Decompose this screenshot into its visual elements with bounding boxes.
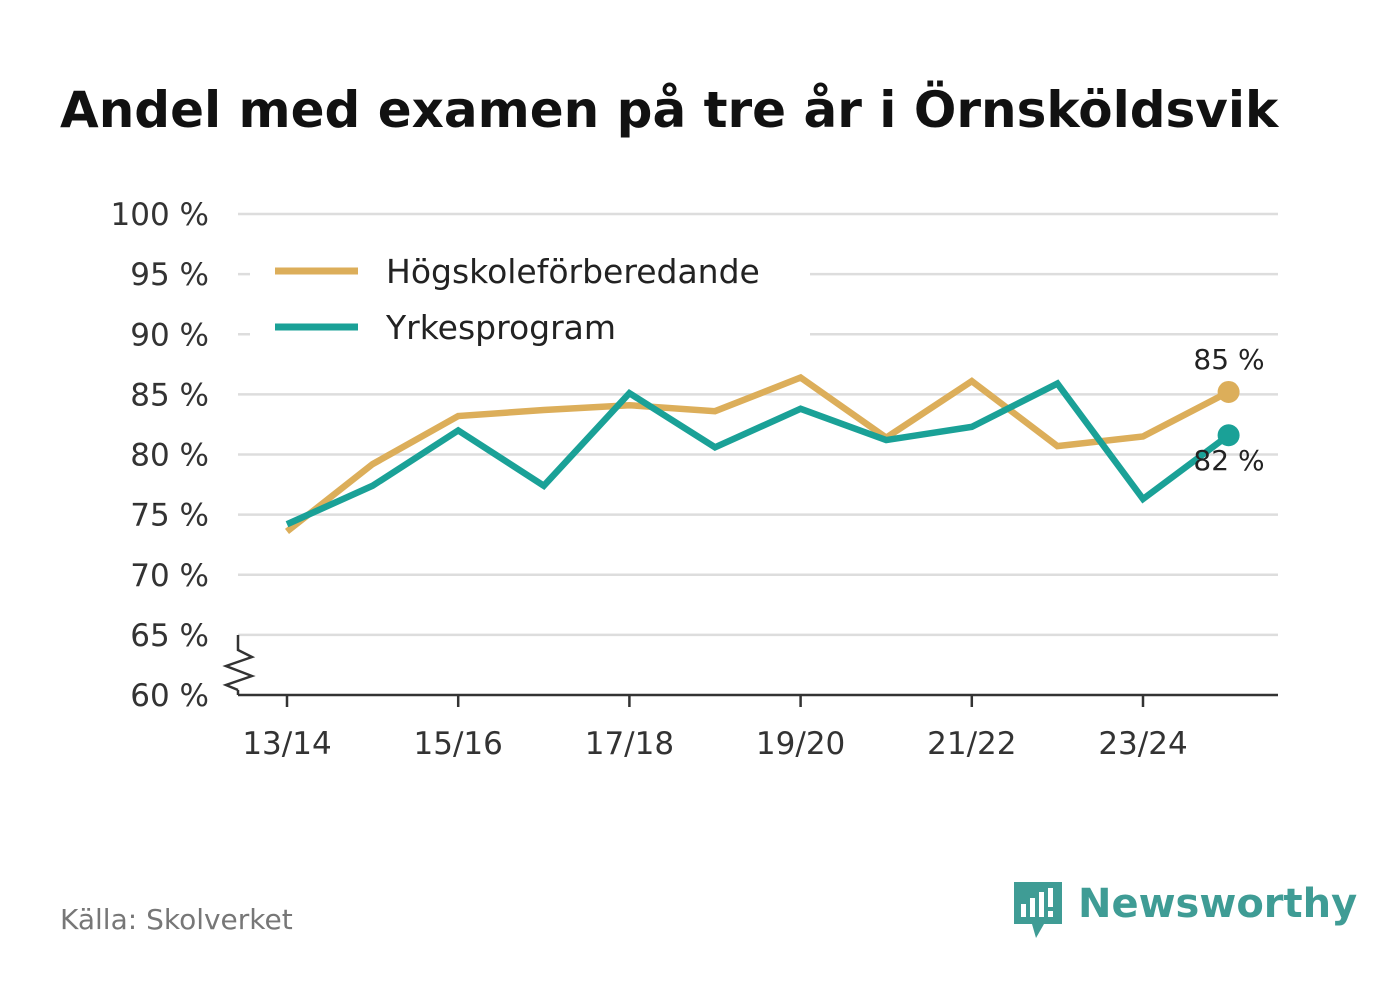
source-text: Källa: Skolverket <box>60 903 293 936</box>
legend-label-hogskoleforberedande: Högskoleförberedande <box>386 252 760 291</box>
y-tick-label-65: 65 % <box>130 618 209 654</box>
series-line-hogskoleforberedande <box>284 373 1231 535</box>
axes <box>222 635 1278 697</box>
x-tick-label-13/14: 13/14 <box>242 726 331 762</box>
legend-label-yrkesprogram: Yrkesprogram <box>385 308 616 347</box>
x-tick-label-17/18: 17/18 <box>585 726 674 762</box>
y-axis-tick-labels: 60 % 65 % 70 % 75 % 80 % 85 % 90 % 95 % 100 % <box>111 197 209 714</box>
x-tick-label-15/16: 15/16 <box>414 726 503 762</box>
y-tick-label-85: 85 % <box>130 377 209 413</box>
axis-break-icon <box>222 635 256 692</box>
series-line-yrkesprogram <box>285 379 1231 528</box>
y-tick-label-80: 80 % <box>130 438 209 474</box>
y-tick-label-75: 75 % <box>130 498 209 534</box>
series-lines <box>284 373 1240 535</box>
y-tick-label-60: 60 % <box>130 678 209 714</box>
end-marker-hogskoleforberedande <box>1217 380 1240 403</box>
bar-chart-bubble-icon <box>1014 882 1062 938</box>
y-tick-label-70: 70 % <box>130 558 209 594</box>
end-marker-yrkesprogram <box>1217 424 1240 447</box>
end-label-hogskoleforberedande: 85 % <box>1193 343 1264 376</box>
newsworthy-logo: Newsworthy <box>1014 881 1357 938</box>
x-tick-label-19/20: 19/20 <box>756 726 845 762</box>
x-tick-label-23/24: 23/24 <box>1098 726 1187 762</box>
y-tick-label-95: 95 % <box>130 257 209 293</box>
end-label-yrkesprogram: 82 % <box>1193 444 1264 477</box>
x-tick-label-21/22: 21/22 <box>927 726 1016 762</box>
legend: Högskoleförberedande Yrkesprogram <box>250 238 810 348</box>
chart-title: Andel med examen på tre år i Örnsköldsvi… <box>60 80 1280 139</box>
y-tick-label-100: 100 % <box>111 197 209 233</box>
x-axis-ticks: 13/14 15/16 17/18 19/20 21/22 23/24 <box>242 695 1188 762</box>
y-tick-label-90: 90 % <box>130 317 209 353</box>
brand-name: Newsworthy <box>1078 881 1357 927</box>
